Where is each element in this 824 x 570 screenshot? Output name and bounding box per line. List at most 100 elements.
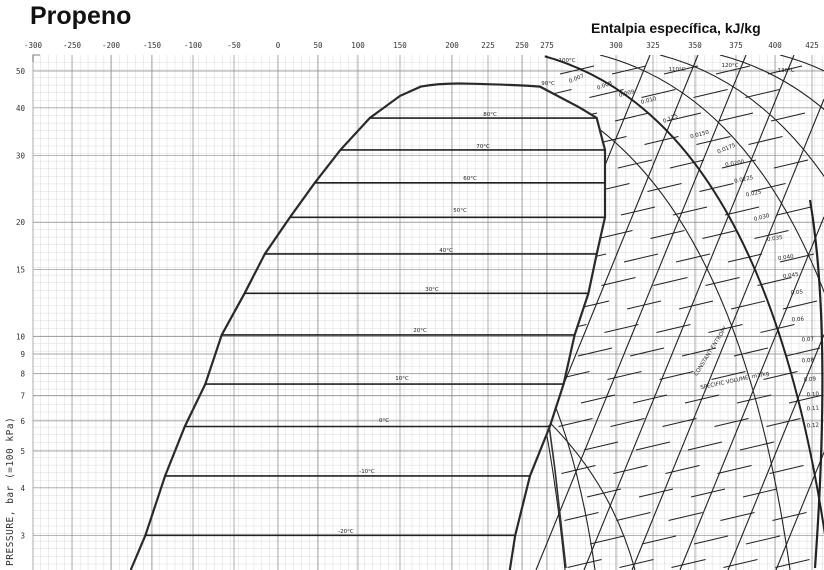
x-tick-label: -300 (24, 41, 43, 50)
specific-volume-mark (626, 300, 662, 310)
isotherm-label: 0°C (379, 418, 389, 424)
specific-volume-mark (580, 394, 616, 404)
specific-volume-mark (589, 535, 625, 545)
specific-volume-mark (583, 441, 619, 451)
specific-volume-mark (767, 65, 803, 75)
superheated-isotherm (509, 129, 566, 570)
superheated-isotherm (659, 55, 824, 570)
chart-title: Propeno (30, 2, 132, 30)
specific-volume-mark (742, 488, 778, 498)
specific-volume-mark (772, 512, 807, 521)
specific-volume-mark (748, 136, 783, 145)
specific-volume-mark (776, 206, 812, 216)
x-tick-label: -250 (63, 41, 82, 50)
isotherm-label: 50°C (453, 208, 467, 214)
specific-volume-label: 0.030 (753, 213, 770, 223)
specific-volume-mark (635, 441, 671, 451)
specific-volume-mark (754, 230, 789, 239)
specific-volume-mark (775, 559, 810, 568)
specific-volume-label: 0.008 (596, 80, 613, 91)
x-tick-label: -150 (143, 41, 162, 50)
specific-volume-mark (739, 441, 775, 451)
specific-volume-mark (662, 418, 697, 427)
x-axis-label: Entalpia específica, kJ/kg (591, 20, 761, 36)
specific-volume-mark (779, 253, 815, 263)
specific-volume-label: 0.0150 (690, 130, 711, 141)
specific-volume-mark (665, 465, 700, 474)
specific-volume-mark (650, 230, 685, 239)
specific-volume-mark (672, 206, 708, 216)
specific-volume-mark (785, 347, 821, 357)
y-tick-label: 7 (20, 391, 25, 400)
specific-volume-mark (607, 371, 642, 380)
y-tick-label: 4 (20, 484, 25, 493)
specific-volume-mark (714, 418, 749, 427)
specific-volume-mark (577, 347, 613, 357)
specific-volume-mark (782, 300, 818, 310)
isotherm-label: -20°C (338, 529, 354, 535)
specific-volume-mark (663, 65, 699, 75)
specific-volume-mark (733, 347, 769, 357)
specific-volume-label: 0.0225 (734, 175, 755, 185)
specific-volume-mark (653, 277, 688, 286)
specific-volume-mark (727, 253, 763, 263)
specific-volume-mark (715, 65, 751, 75)
superheated-isotherm (719, 55, 824, 570)
y-tick-label: 10 (16, 333, 26, 342)
superheated-isotherm-label: 130°C (777, 68, 794, 74)
specific-volume-mark (613, 465, 648, 474)
specific-volume-mark (611, 65, 647, 75)
specific-volume-mark (702, 230, 737, 239)
specific-volume-mark (620, 206, 656, 216)
x-tick-label: 100 (351, 41, 365, 50)
specific-volume-mark (711, 371, 746, 380)
superheated-isotherm (599, 55, 824, 570)
superheated-isotherm (808, 199, 824, 569)
specific-volume-mark (586, 488, 622, 498)
x-tick-label: 200 (445, 41, 459, 50)
specific-volume-mark (693, 535, 729, 545)
specific-volume-mark (561, 465, 596, 474)
plot-corner (32, 54, 40, 62)
specific-volume-mark (666, 112, 702, 122)
x-tick-label: -100 (184, 41, 203, 50)
specific-volume-label: 0.007 (568, 73, 585, 85)
isotherm-label: -10°C (359, 469, 375, 475)
specific-volume-mark (684, 394, 720, 404)
specific-volume-mark (559, 65, 595, 75)
superheated-isotherm-label: 110°C (668, 67, 685, 73)
specific-volume-mark (567, 559, 602, 568)
specific-volume-mark (693, 89, 728, 98)
specific-volume-mark (763, 371, 798, 380)
y-tick-label: 9 (20, 350, 25, 359)
saturation-dome (129, 82, 607, 570)
specific-volume-mark (720, 512, 755, 521)
x-tick-label: 250 (515, 41, 529, 50)
isotherm-label: 40°C (439, 248, 453, 254)
specific-volume-mark (617, 159, 653, 169)
specific-volume-mark (601, 277, 636, 286)
x-tick-labels: -300 -250 -200 -150 -100 -50 0 50 100 150 200 225 25… (24, 41, 819, 50)
y-tick-label: 15 (16, 266, 25, 275)
specific-volume-mark (724, 206, 760, 216)
specific-volume-mark (675, 253, 711, 263)
specific-volume-label: 0.125 (662, 113, 679, 125)
isotherm-label: 10°C (395, 376, 409, 382)
specific-volume-mark (644, 136, 679, 145)
specific-volume-mark (641, 89, 676, 98)
y-tick-labels: 50 40 30 20 15 10 9 8 7 6 5 4 3 (16, 67, 26, 540)
isotherm-label: 70°C (476, 144, 490, 150)
specific-volume-mark (699, 183, 734, 192)
specific-volume-label: 0.12 (807, 422, 820, 429)
specific-volume-mark (558, 418, 593, 427)
specific-volume-mark (671, 559, 706, 568)
specific-volume-mark (718, 112, 754, 122)
x-tick-label: -200 (102, 41, 121, 50)
specific-volume-mark (757, 277, 792, 286)
specific-volume-label: 0.009 (618, 89, 635, 99)
x-tick-label: 275 (540, 41, 554, 50)
y-tick-label: 6 (20, 417, 25, 426)
specific-volume-label: 0.045 (783, 272, 800, 280)
specific-volume-label: 0.0200 (725, 159, 745, 168)
